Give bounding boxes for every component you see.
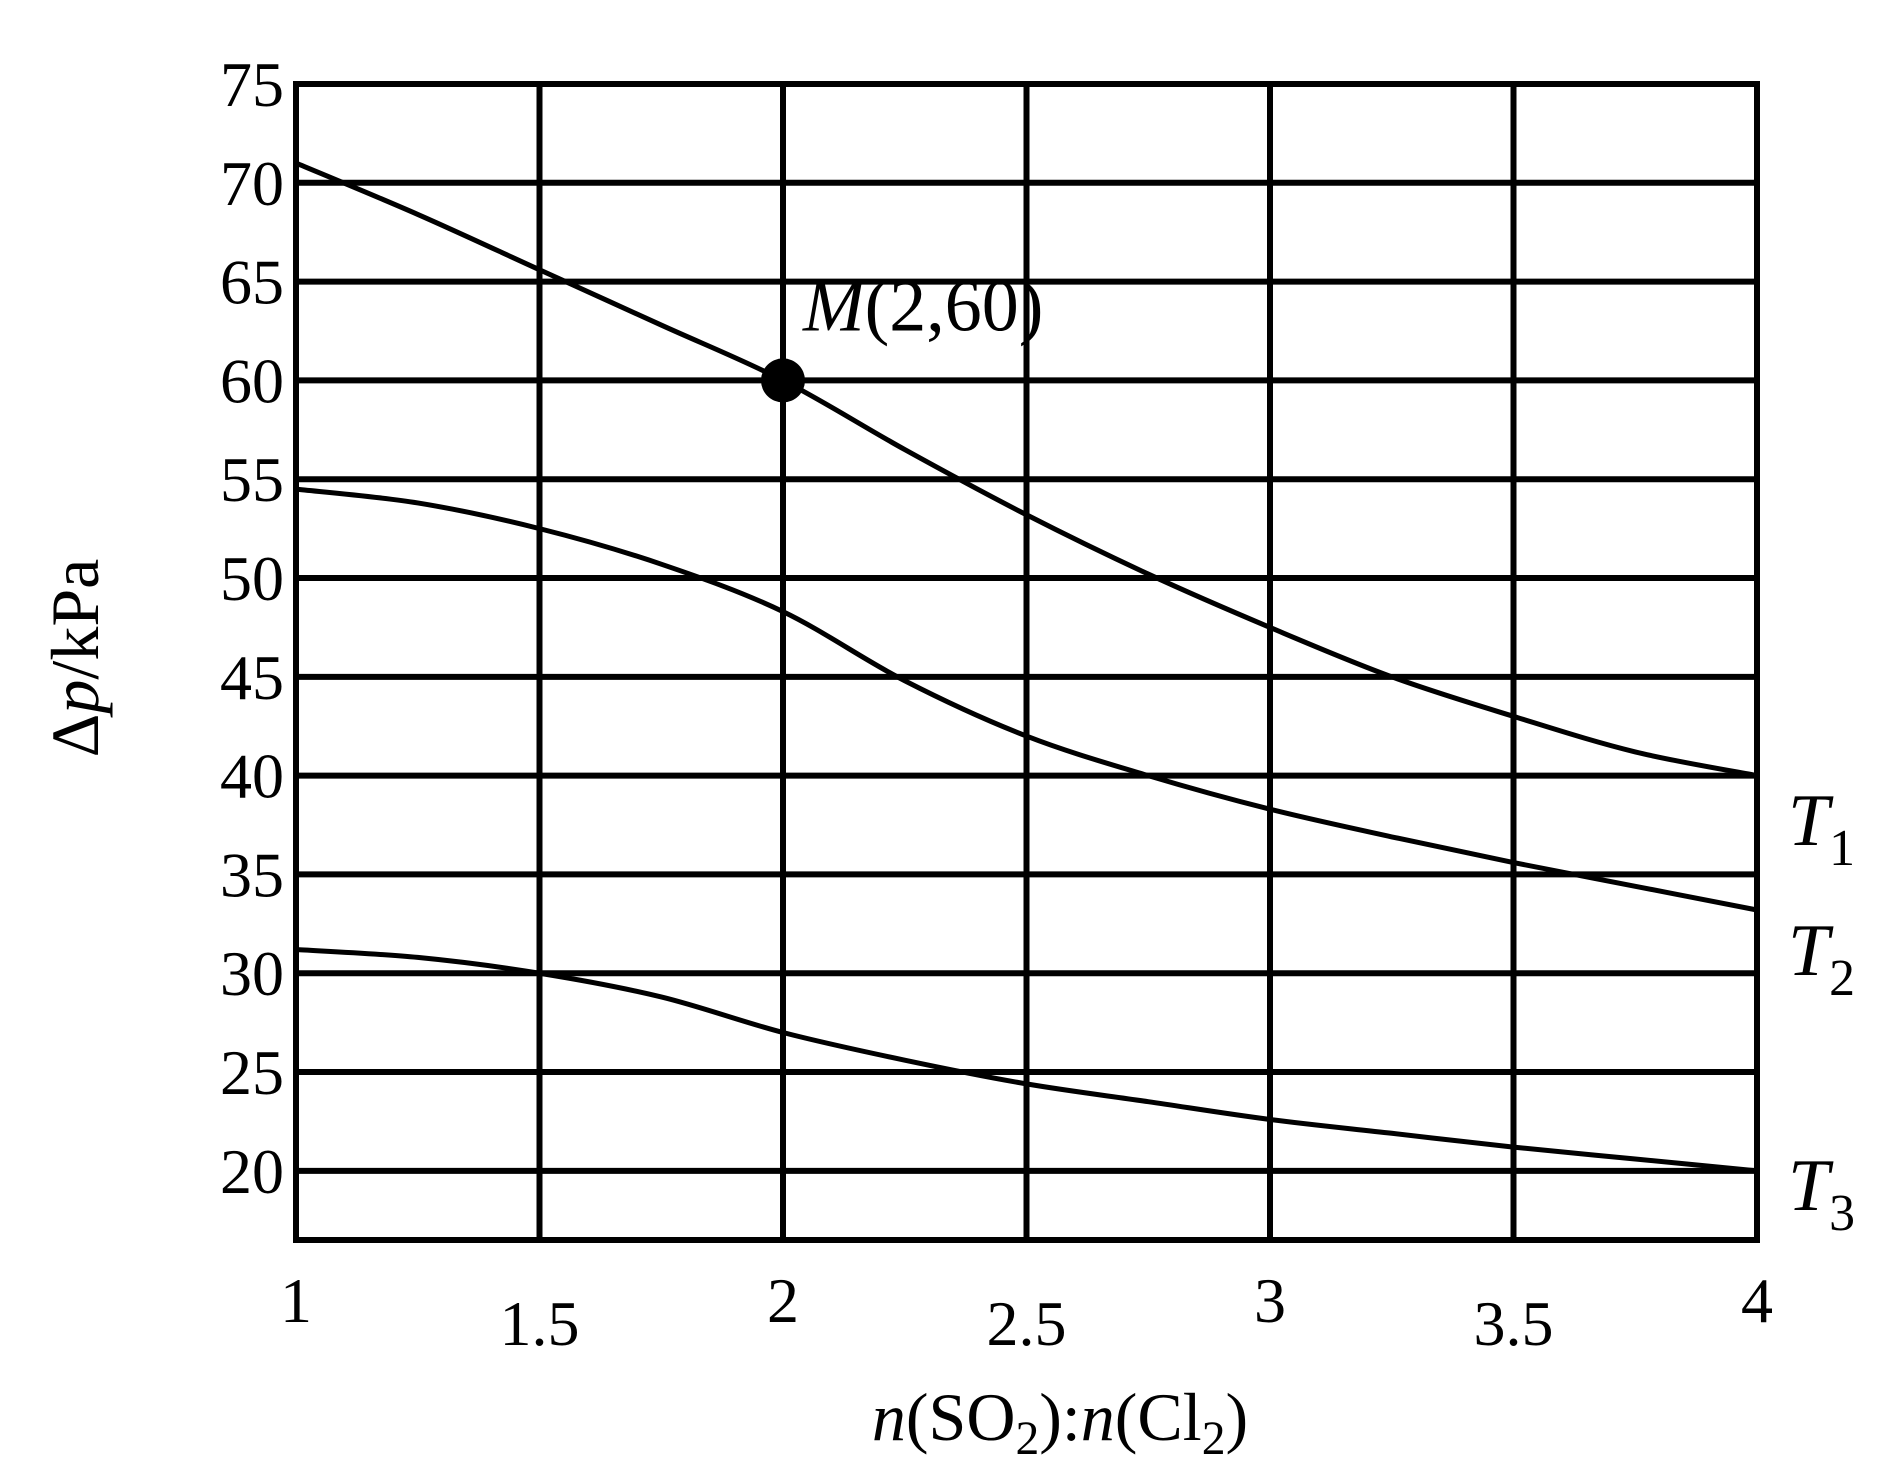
x-tick-label-4: 3 — [1254, 1265, 1286, 1336]
y-tick-label-4: 40 — [220, 741, 284, 812]
x-tick-label-0: 1 — [280, 1265, 312, 1336]
tick-labels: 20 25 30 35 40 45 50 55 60 65 70 75 1 1.5 2 2.5 3 3.5 4 — [220, 49, 1773, 1359]
x-tick-label-3: 2.5 — [987, 1288, 1067, 1359]
y-tick-label-8: 60 — [220, 345, 284, 416]
y-tick-label-3: 35 — [220, 839, 284, 910]
plot-frame — [293, 81, 1760, 1243]
y-tick-label-6: 50 — [220, 543, 284, 614]
point-m — [761, 358, 805, 403]
point-m-label: M(2,60) — [802, 265, 1043, 347]
y-tick-label-2: 30 — [220, 938, 284, 1009]
x-tick-label-2: 2 — [767, 1265, 799, 1336]
y-tick-label-7: 55 — [220, 444, 284, 515]
series-label-t1: T1 — [1788, 780, 1855, 877]
series-lines — [295, 160, 1758, 1174]
x-tick-label-5: 3.5 — [1474, 1288, 1554, 1359]
series-line-t1 — [295, 160, 1758, 779]
series-label-t2: T2 — [1788, 910, 1855, 1007]
series-line-t3 — [295, 947, 1758, 1174]
y-axis-label: Δp/kPa — [37, 559, 113, 758]
annotation-m: M(2,60) — [761, 265, 1043, 403]
y-tick-label-9: 65 — [220, 247, 284, 318]
y-tick-label-10: 70 — [220, 148, 284, 219]
series-label-t3: T3 — [1788, 1145, 1855, 1242]
x-tick-label-1: 1.5 — [500, 1288, 580, 1359]
y-tick-label-1: 25 — [220, 1037, 284, 1108]
y-tick-label-11: 75 — [220, 49, 284, 120]
grid — [293, 81, 1760, 1243]
x-tick-label-6: 4 — [1741, 1265, 1773, 1336]
x-axis-label: n(SO2):n(Cl2) — [872, 1379, 1248, 1461]
y-tick-label-5: 45 — [220, 642, 284, 713]
series-labels: T1 T2 T3 — [1788, 780, 1855, 1242]
y-tick-label-0: 20 — [220, 1136, 284, 1207]
series-line-t2 — [295, 486, 1758, 913]
